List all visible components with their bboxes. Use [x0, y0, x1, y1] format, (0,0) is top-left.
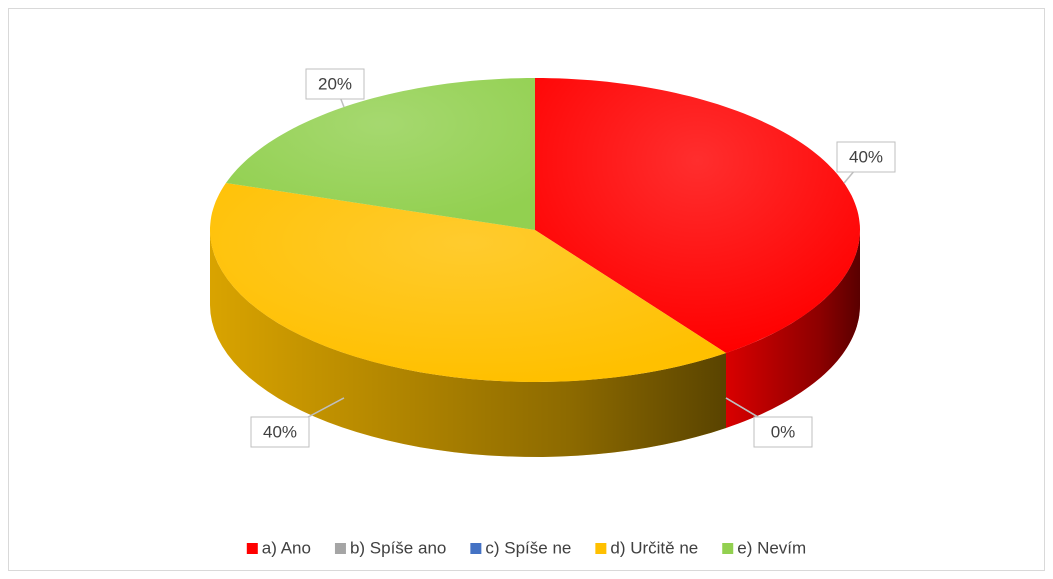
legend-swatch — [595, 543, 607, 554]
slice-shine — [535, 78, 860, 353]
label-box — [836, 141, 896, 173]
legend-label: d) Určitě ne — [610, 538, 698, 557]
legend-swatch — [334, 543, 346, 554]
legend-swatch — [722, 543, 734, 554]
label-box — [753, 416, 813, 448]
slice-shine — [210, 183, 726, 382]
data-labels: 40%0%0%40%20% — [250, 68, 896, 448]
legend-label: c) Spíše ne — [485, 538, 571, 557]
legend-label: e) Nevím — [737, 538, 806, 557]
data-label: 20% — [318, 74, 352, 93]
label-box — [250, 416, 310, 448]
data-label: 40% — [263, 422, 297, 441]
legend: a) Ano b) Spíše ano c) Spíše ne d) Určitě n… — [246, 538, 806, 557]
slice-side-shade — [726, 230, 860, 428]
data-label: 40% — [849, 147, 883, 166]
data-label: 0% — [771, 422, 796, 441]
legend-label: b) Spíše ano — [350, 538, 446, 557]
label-box — [305, 68, 365, 100]
legend-swatch — [246, 543, 258, 554]
legend-label: a) Ano — [262, 538, 311, 557]
pie-tops — [210, 78, 860, 382]
slice-shine — [225, 78, 535, 230]
legend-swatch — [470, 543, 482, 554]
